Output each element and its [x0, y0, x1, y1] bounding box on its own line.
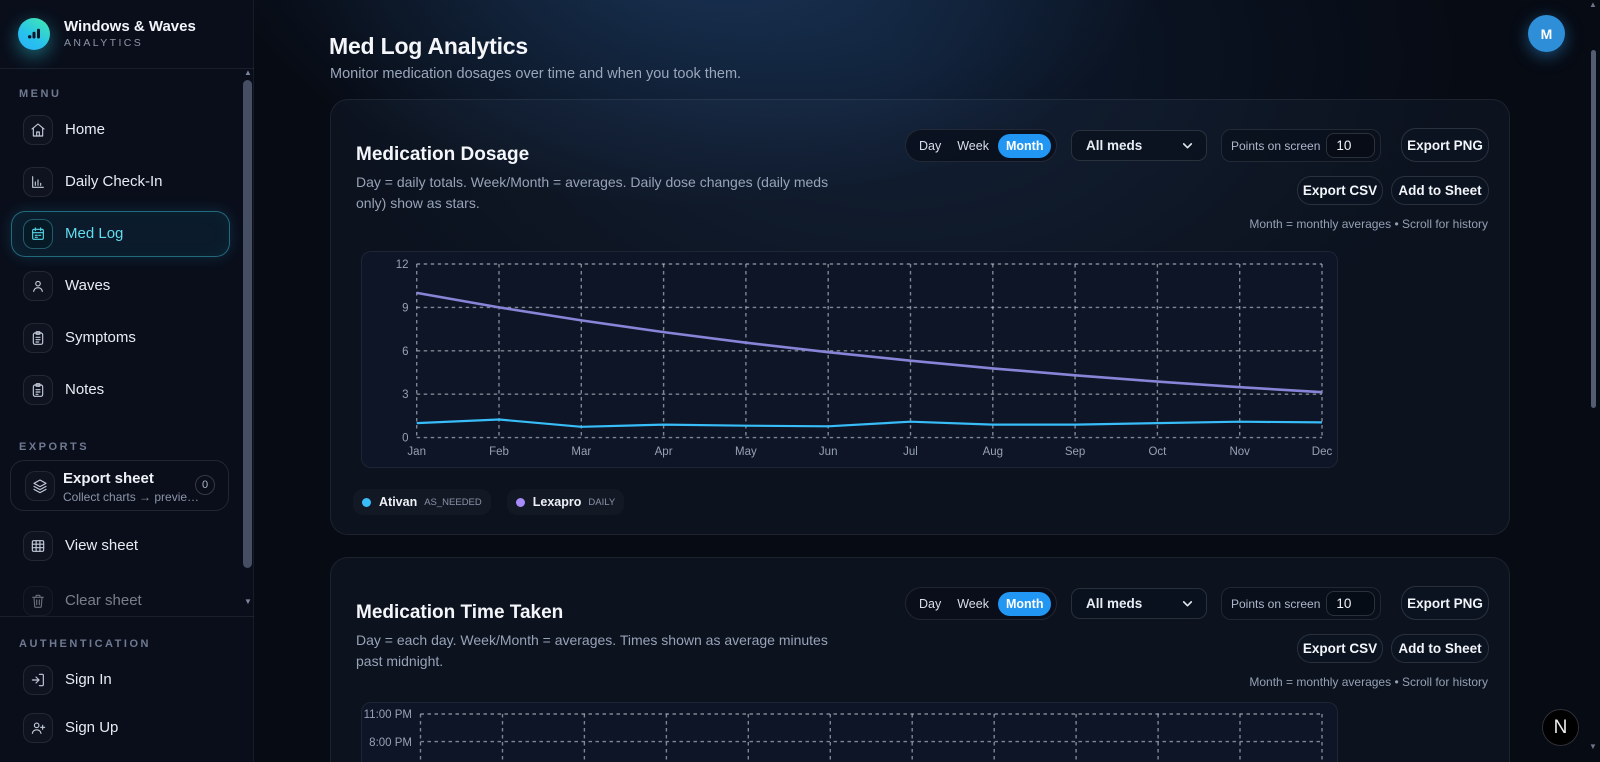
svg-text:6: 6 [402, 346, 408, 358]
svg-text:9: 9 [402, 302, 408, 314]
svg-text:Mar: Mar [571, 446, 591, 458]
svg-text:Oct: Oct [1148, 446, 1167, 458]
svg-text:May: May [735, 446, 757, 458]
svg-text:0: 0 [402, 433, 408, 445]
svg-text:12: 12 [396, 259, 409, 271]
svg-text:Nov: Nov [1229, 446, 1250, 458]
svg-text:Jan: Jan [407, 446, 426, 458]
svg-text:11:00 PM: 11:00 PM [364, 709, 412, 721]
svg-text:Jun: Jun [819, 446, 838, 458]
svg-text:Dec: Dec [1312, 446, 1333, 458]
svg-text:Jul: Jul [903, 446, 918, 458]
svg-text:8:00 PM: 8:00 PM [369, 737, 412, 749]
svg-text:3: 3 [402, 389, 408, 401]
svg-text:Feb: Feb [489, 446, 509, 458]
svg-text:Apr: Apr [655, 446, 673, 458]
svg-text:Sep: Sep [1065, 446, 1085, 458]
svg-text:Aug: Aug [983, 446, 1003, 458]
